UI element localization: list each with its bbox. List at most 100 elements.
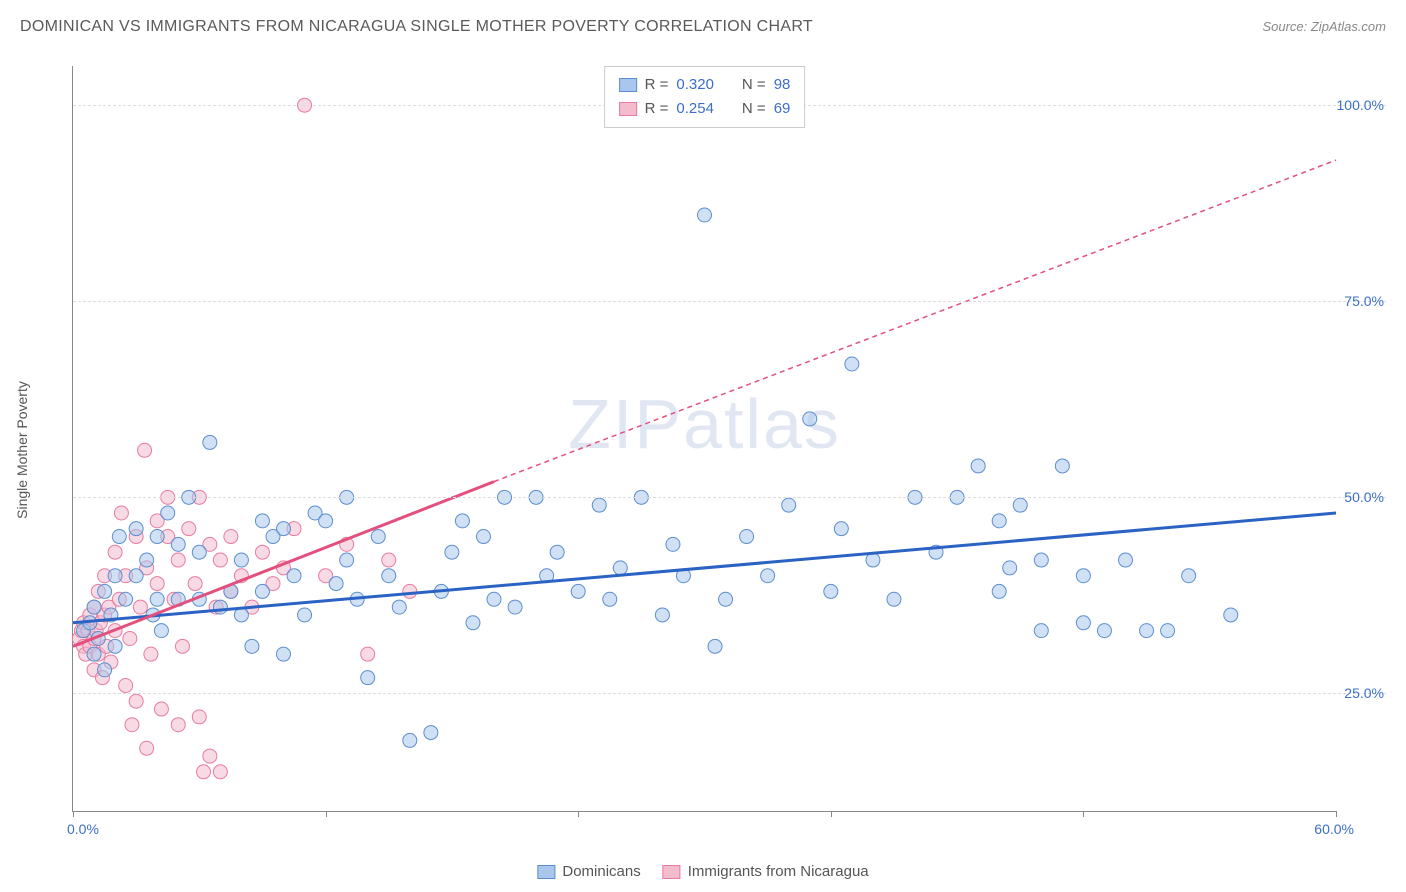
y-tick-label: 25.0% <box>1336 685 1384 701</box>
data-point <box>719 592 733 606</box>
data-point <box>992 584 1006 598</box>
data-point <box>508 600 522 614</box>
data-point <box>740 530 754 544</box>
data-point <box>129 694 143 708</box>
data-point <box>123 631 137 645</box>
data-point <box>571 584 585 598</box>
data-point <box>603 592 617 606</box>
data-point <box>87 600 101 614</box>
data-point <box>613 561 627 575</box>
gridline <box>73 497 1386 498</box>
stats-row-nicaragua: R = 0.254 N = 69 <box>619 97 791 121</box>
plot-area: ZIPatlas R = 0.320 N = 98 R = 0.254 N = … <box>72 66 1336 812</box>
x-tick <box>831 811 832 817</box>
data-point <box>655 608 669 622</box>
data-point <box>171 537 185 551</box>
data-point <box>466 616 480 630</box>
data-point <box>834 522 848 536</box>
scatter-svg <box>73 66 1336 811</box>
data-point <box>277 647 291 661</box>
data-point <box>255 514 269 528</box>
data-point <box>213 600 227 614</box>
data-point <box>150 592 164 606</box>
data-point <box>845 357 859 371</box>
gridline <box>73 693 1386 694</box>
data-point <box>1097 624 1111 638</box>
data-point <box>1140 624 1154 638</box>
data-point <box>154 702 168 716</box>
legend-item-nicaragua: Immigrants from Nicaragua <box>663 863 869 880</box>
data-point <box>192 710 206 724</box>
data-point <box>133 600 147 614</box>
data-point <box>361 671 375 685</box>
data-point <box>98 584 112 598</box>
data-point <box>140 741 154 755</box>
x-tick <box>73 811 74 817</box>
data-point <box>298 608 312 622</box>
data-point <box>213 765 227 779</box>
stats-legend: R = 0.320 N = 98 R = 0.254 N = 69 <box>604 66 806 128</box>
swatch-nicaragua <box>619 102 637 116</box>
data-point <box>708 639 722 653</box>
x-tick <box>578 811 579 817</box>
data-point <box>666 537 680 551</box>
chart-title: DOMINICAN VS IMMIGRANTS FROM NICARAGUA S… <box>20 18 813 36</box>
data-point <box>112 530 126 544</box>
data-point <box>171 718 185 732</box>
trend-line <box>73 513 1336 623</box>
data-point <box>277 522 291 536</box>
data-point <box>371 530 385 544</box>
data-point <box>245 639 259 653</box>
data-point <box>171 553 185 567</box>
trend-line <box>73 482 494 647</box>
series-legend: Dominicans Immigrants from Nicaragua <box>537 863 868 880</box>
data-point <box>782 498 796 512</box>
data-point <box>234 553 248 567</box>
data-point <box>255 545 269 559</box>
data-point <box>824 584 838 598</box>
legend-item-dominicans: Dominicans <box>537 863 640 880</box>
data-point <box>129 522 143 536</box>
data-point <box>203 749 217 763</box>
data-point <box>114 506 128 520</box>
data-point <box>1161 624 1175 638</box>
y-axis-label: Single Mother Poverty <box>14 381 30 519</box>
data-point <box>161 506 175 520</box>
data-point <box>287 569 301 583</box>
data-point <box>154 624 168 638</box>
data-point <box>108 545 122 559</box>
data-point <box>213 553 227 567</box>
x-axis-max: 60.0% <box>1314 821 1354 837</box>
data-point <box>125 718 139 732</box>
source-credit: Source: ZipAtlas.com <box>1262 19 1386 34</box>
data-point <box>1034 624 1048 638</box>
data-point <box>992 514 1006 528</box>
data-point <box>340 553 354 567</box>
x-tick <box>1083 811 1084 817</box>
data-point <box>1224 608 1238 622</box>
data-point <box>175 639 189 653</box>
data-point <box>971 459 985 473</box>
gridline <box>73 301 1386 302</box>
data-point <box>150 530 164 544</box>
data-point <box>550 545 564 559</box>
data-point <box>1076 616 1090 630</box>
data-point <box>319 514 333 528</box>
data-point <box>487 592 501 606</box>
x-tick <box>326 811 327 817</box>
data-point <box>98 663 112 677</box>
data-point <box>1034 553 1048 567</box>
data-point <box>392 600 406 614</box>
data-point <box>1013 498 1027 512</box>
data-point <box>197 765 211 779</box>
stats-row-dominicans: R = 0.320 N = 98 <box>619 73 791 97</box>
data-point <box>192 545 206 559</box>
data-point <box>803 412 817 426</box>
data-point <box>403 733 417 747</box>
swatch-nicaragua <box>663 865 681 879</box>
data-point <box>476 530 490 544</box>
data-point <box>87 647 101 661</box>
y-tick-label: 100.0% <box>1336 97 1384 113</box>
data-point <box>224 530 238 544</box>
data-point <box>1119 553 1133 567</box>
